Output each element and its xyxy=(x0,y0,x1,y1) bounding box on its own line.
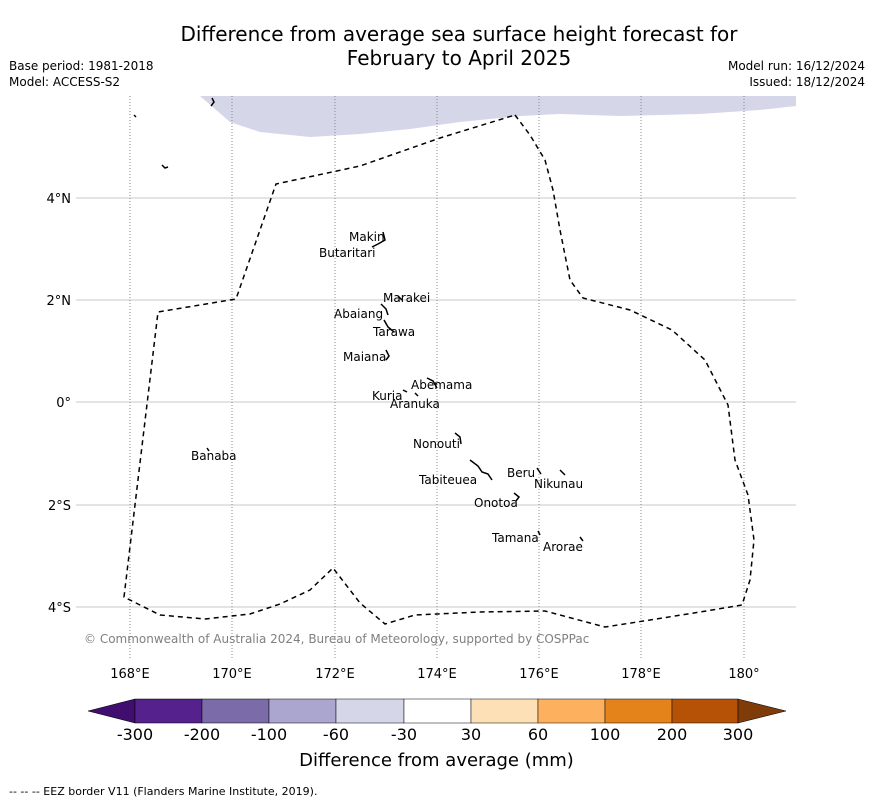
island-label-onotoa: Onotoa xyxy=(474,496,518,510)
island-label-nonouti: Nonouti xyxy=(413,437,460,451)
colorbar-tick: 200 xyxy=(657,725,688,744)
island-label-tarawa: Tarawa xyxy=(372,325,415,339)
colorbar-tick: 60 xyxy=(528,725,548,744)
island-label-banaba: Banaba xyxy=(191,449,237,463)
island-label-butaritari: Butaritari xyxy=(319,246,376,260)
lon-label: 172°E xyxy=(315,667,355,682)
island-label-abemama: Abemama xyxy=(411,378,472,392)
longitude-labels: 168°E 170°E 172°E 174°E 176°E 178°E 180° xyxy=(110,667,759,682)
island-label-tabiteuea: Tabiteuea xyxy=(418,473,477,487)
lon-label: 168°E xyxy=(110,667,150,682)
colorbar-segment xyxy=(604,698,673,724)
island-label-makin: Makin xyxy=(349,230,385,244)
colorbar-min-extension xyxy=(87,698,136,724)
colorbar xyxy=(87,698,787,724)
copyright-credit: © Commonwealth of Australia 2024, Bureau… xyxy=(84,632,590,646)
island-label-maiana: Maiana xyxy=(343,350,386,364)
lat-label: 2°S xyxy=(48,499,71,514)
colorbar-tick: 100 xyxy=(590,725,621,744)
colorbar-tick: -30 xyxy=(391,725,417,744)
map-title: Difference from average sea surface heig… xyxy=(0,22,873,70)
lat-label: 4°N xyxy=(47,192,72,207)
lat-label: 4°S xyxy=(48,601,71,616)
eez-border xyxy=(123,114,755,628)
meta-left: Base period: 1981-2018 Model: ACCESS-S2 xyxy=(9,58,154,90)
island-label-nikunau: Nikunau xyxy=(534,477,583,491)
colorbar-title: Difference from average (mm) xyxy=(299,750,574,771)
lon-label: 176°E xyxy=(519,667,559,682)
colorbar-tick: 30 xyxy=(461,725,481,744)
colorbar-max-extension xyxy=(737,698,787,724)
colorbar-segment xyxy=(268,698,337,724)
colorbar-tick: -60 xyxy=(323,725,349,744)
colorbar-segment xyxy=(537,698,606,724)
meta-right: Model run: 16/12/2024 Issued: 18/12/2024 xyxy=(728,58,865,90)
colorbar-segment xyxy=(671,698,739,724)
eez-legend-footer: -- -- -- EEZ border V11 (Flanders Marine… xyxy=(9,785,318,798)
model-run: Model run: 16/12/2024 xyxy=(727,59,865,73)
colorbar-tick: -100 xyxy=(251,725,287,744)
base-period: Base period: 1981-2018 xyxy=(9,59,154,73)
title-line-2: February to April 2025 xyxy=(346,46,572,70)
island-label-marakei: Marakei xyxy=(383,291,430,305)
lat-label: 2°N xyxy=(47,294,72,309)
lon-label: 170°E xyxy=(212,667,252,682)
anomaly-region-negative xyxy=(200,96,796,137)
lon-label: 174°E xyxy=(417,667,457,682)
colorbar-segment xyxy=(335,698,405,724)
latitude-labels: 4°N 2°N 0° 2°S 4°S xyxy=(47,192,72,616)
issued-date: Issued: 18/12/2024 xyxy=(749,75,865,89)
island-label-beru: Beru xyxy=(507,466,535,480)
colorbar-tick: -300 xyxy=(117,725,153,744)
colorbar-segment xyxy=(470,698,539,724)
title-line-1: Difference from average sea surface heig… xyxy=(180,22,738,46)
island-label-tamana: Tamana xyxy=(491,531,539,545)
lon-label: 178°E xyxy=(621,667,661,682)
colorbar-ticks: -300 -200 -100 -60 -30 30 60 100 200 300 xyxy=(117,725,753,744)
island-label-aranuka: Aranuka xyxy=(390,397,440,411)
island-label-kuria: Kuria xyxy=(372,389,403,403)
colorbar-tick: 300 xyxy=(723,725,754,744)
colorbar-segment xyxy=(201,698,270,724)
colorbar-segment xyxy=(134,698,203,724)
colorbar-tick: -200 xyxy=(184,725,220,744)
island-label-abaiang: Abaiang xyxy=(334,307,383,321)
island-labels: Makin Butaritari Marakei Abaiang Tarawa … xyxy=(191,230,583,554)
gridlines xyxy=(76,197,796,608)
lat-label: 0° xyxy=(56,396,71,411)
model-name: Model: ACCESS-S2 xyxy=(9,75,121,89)
colorbar-segment xyxy=(403,698,472,724)
island-label-arorae: Arorae xyxy=(543,540,583,554)
island-shapes xyxy=(133,97,584,542)
lon-label: 180° xyxy=(728,667,759,682)
meridians xyxy=(129,96,745,658)
